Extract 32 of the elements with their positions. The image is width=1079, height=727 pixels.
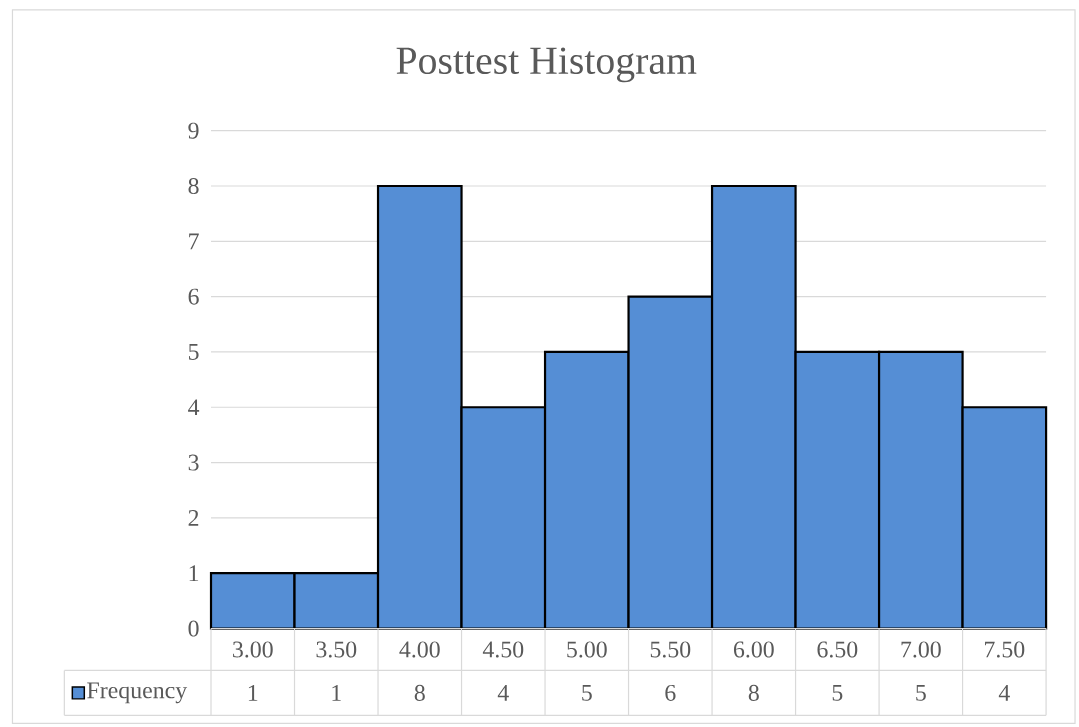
y-tick-label: 4 <box>188 399 200 415</box>
x-tick-label: 6.00 <box>733 641 774 658</box>
data-label: 5 <box>582 684 592 701</box>
chart-title: Posttest Histogram <box>396 47 697 83</box>
data-label: 4 <box>497 684 509 701</box>
y-tick-label: 5 <box>188 343 199 360</box>
x-tick-label: 4.00 <box>399 641 440 658</box>
data-label: 1 <box>332 684 341 701</box>
y-tick-label: 8 <box>188 177 199 194</box>
y-tick-label: 9 <box>188 122 199 139</box>
x-tick-label: 6.50 <box>817 641 858 658</box>
data-label: 1 <box>248 684 258 701</box>
data-label: 6 <box>665 684 676 701</box>
x-tick-label: 3.00 <box>233 641 273 658</box>
legend-label: Frequency <box>87 682 188 704</box>
x-tick-label: 5.00 <box>567 641 607 658</box>
x-tick-label: 3.50 <box>316 641 357 658</box>
data-label: 8 <box>414 684 425 701</box>
x-tick-label: 7.00 <box>901 641 941 658</box>
data-label: 8 <box>748 684 759 701</box>
y-tick-label: 1 <box>189 565 199 581</box>
x-tick-label: 7.50 <box>985 641 1025 658</box>
y-tick-label: 3 <box>188 454 199 471</box>
x-tick-label: 4.50 <box>482 641 524 658</box>
data-label: 5 <box>916 684 926 701</box>
data-label: 5 <box>832 684 843 701</box>
y-tick-label: 6 <box>188 288 199 305</box>
x-tick-label: 5.50 <box>650 641 691 658</box>
y-tick-label: 2 <box>188 509 199 526</box>
y-tick-label: 0 <box>188 620 199 637</box>
data-label: 4 <box>998 684 1010 701</box>
y-tick-label: 7 <box>189 233 199 249</box>
